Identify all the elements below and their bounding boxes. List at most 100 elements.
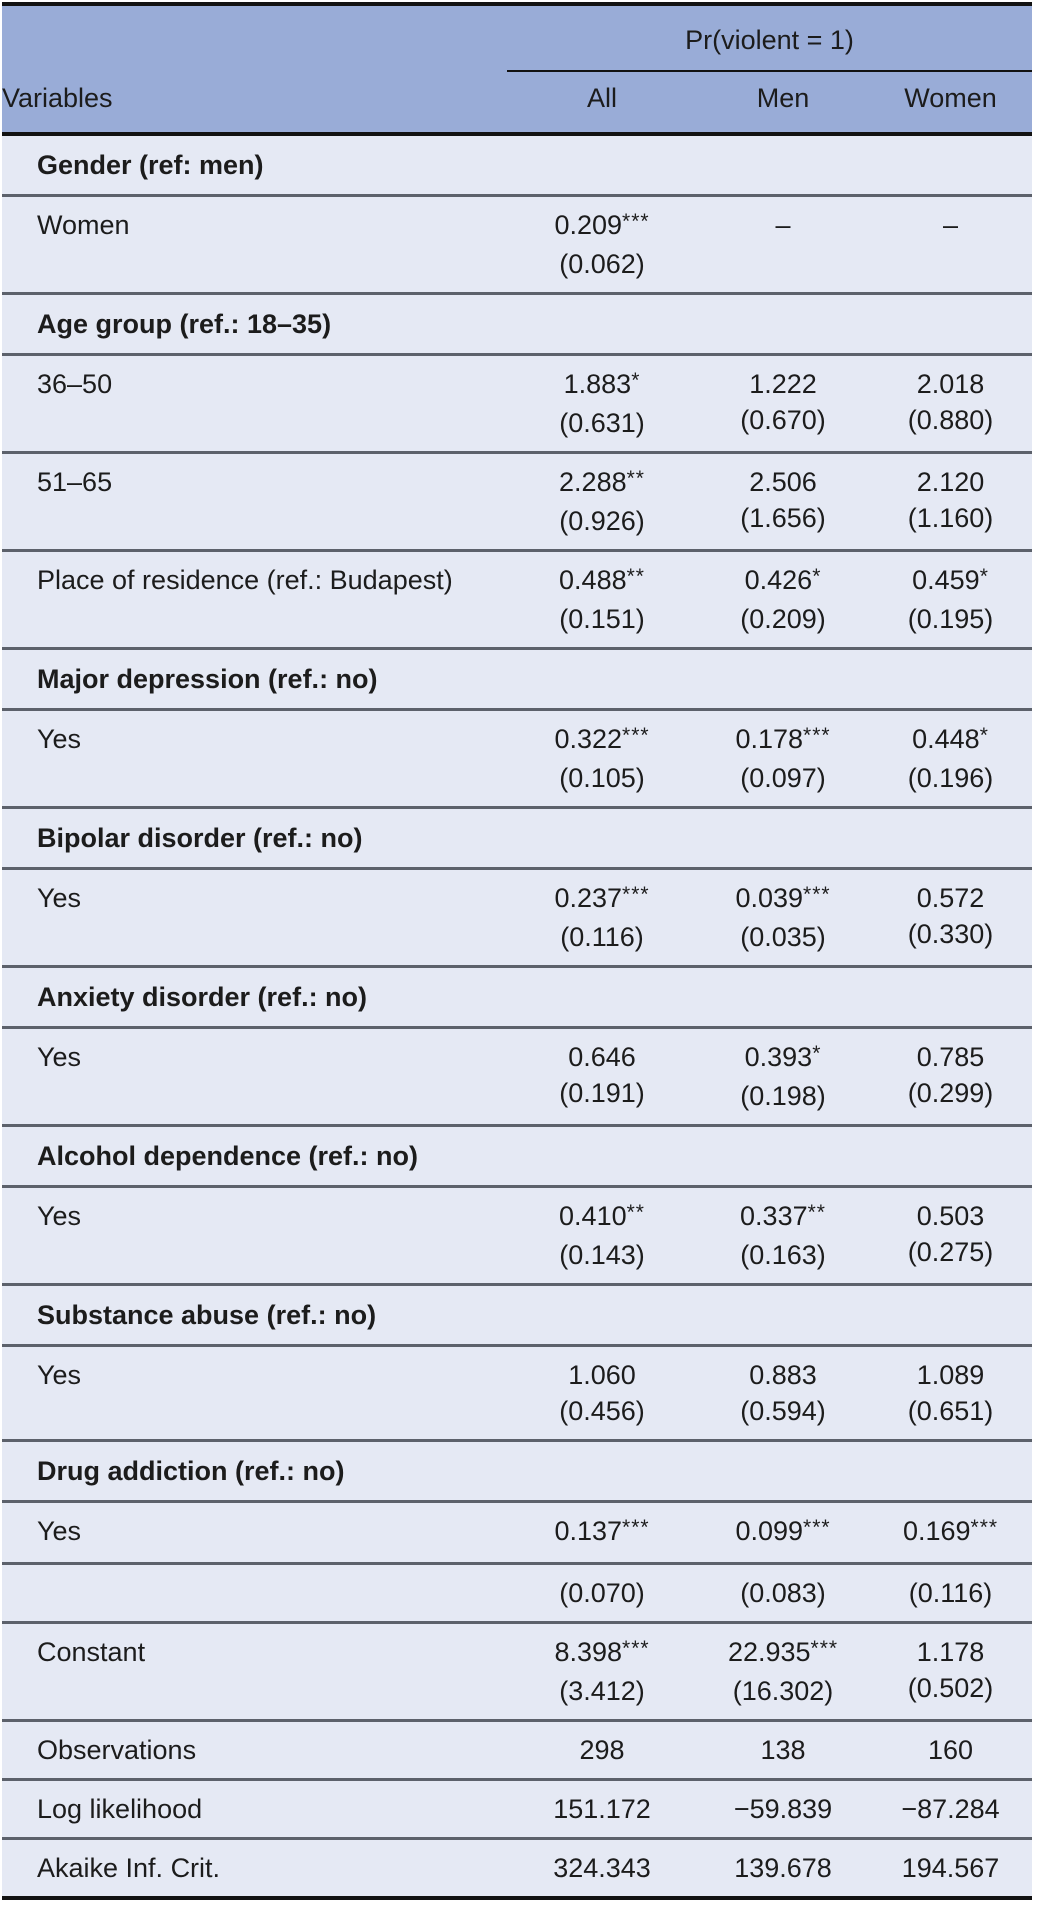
standard-error: (0.299): [907, 1078, 994, 1108]
estimate-value: 22.935***: [727, 1637, 839, 1667]
value-cell-men: 0.883 (0.594): [697, 1344, 869, 1441]
estimate-value: 1.089: [916, 1360, 985, 1390]
value-cell-all: 1.883* (0.631): [507, 353, 697, 453]
standard-error: (0.097): [740, 763, 826, 793]
variable-label: [2, 1562, 507, 1623]
value-cell-women: 0.169***: [869, 1500, 1033, 1564]
estimate-value: 0.137***: [554, 1516, 650, 1546]
estimate-value: 1.883*: [563, 369, 641, 399]
stat-row: Log likelihood 151.172 −59.839 −87.284: [2, 1778, 1033, 1839]
section-row: Major depression (ref.: no): [2, 647, 1033, 710]
significance-stars: **: [626, 467, 645, 490]
value-cell-men: –: [697, 194, 869, 294]
value-cell-women: –: [869, 194, 1033, 294]
standard-error: (1.160): [907, 503, 994, 533]
value-cell-all: 298: [507, 1719, 697, 1780]
section-row: Alcohol dependence (ref.: no): [2, 1124, 1033, 1187]
section-label: Age group (ref.: 18–35): [2, 292, 1033, 355]
data-row: Yes 1.060 (0.456) 0.883 (0.594) 1.089 (0.651): [2, 1344, 1033, 1441]
section-label: Major depression (ref.: no): [2, 647, 1033, 710]
data-row: Constant 8.398*** (3.412) 22.935*** (16.302)…: [2, 1621, 1033, 1721]
data-row: Yes 0.322*** (0.105) 0.178*** (0.097) 0.448* (…: [2, 708, 1033, 808]
standard-error: (0.631): [559, 408, 645, 438]
section-label: Anxiety disorder (ref.: no): [2, 965, 1033, 1028]
spanner-header: Pr(violent = 1): [507, 4, 1033, 72]
standard-error: (3.412): [559, 1676, 645, 1706]
significance-stars: **: [807, 1201, 826, 1224]
estimate-value: 0.503: [916, 1201, 985, 1231]
significance-stars: ***: [622, 724, 650, 747]
variable-label: Place of residence (ref.: Budapest): [2, 549, 507, 649]
column-header-women: Women: [869, 71, 1033, 136]
value-cell-men: 0.039*** (0.035): [697, 867, 869, 967]
value-cell-men: 2.506 (1.656): [697, 451, 869, 551]
estimate-value: 1.178: [916, 1637, 985, 1667]
value-cell-men: 0.099***: [697, 1500, 869, 1564]
value-cell-women: 1.178 (0.502): [869, 1621, 1033, 1721]
standard-error: (0.143): [559, 1240, 645, 1270]
significance-stars: *: [979, 565, 989, 588]
estimate-value: 2.018: [916, 369, 985, 399]
estimate-value: 1.222: [749, 369, 817, 399]
value-cell-men: 22.935*** (16.302): [697, 1621, 869, 1721]
value-cell-all: 0.488** (0.151): [507, 549, 697, 649]
section-row: Drug addiction (ref.: no): [2, 1439, 1033, 1502]
value-cell-women: 194.567: [869, 1837, 1033, 1898]
value-cell-men: 0.178*** (0.097): [697, 708, 869, 808]
standard-error: (0.651): [907, 1396, 994, 1426]
value-cell-men: 139.678: [697, 1837, 869, 1898]
estimate-value: (0.070): [559, 1578, 645, 1608]
standard-error: (0.330): [907, 919, 994, 949]
estimate-value: 0.178***: [735, 724, 831, 754]
column-header-all: All: [507, 71, 697, 136]
value-cell-men: 138: [697, 1719, 869, 1780]
value-cell-all: 0.137***: [507, 1500, 697, 1564]
section-row: Anxiety disorder (ref.: no): [2, 965, 1033, 1028]
standard-error: (0.275): [907, 1237, 994, 1267]
data-row: (0.070) (0.083) (0.116): [2, 1562, 1033, 1623]
estimate-value: 0.785: [916, 1042, 985, 1072]
estimate-value: 0.410**: [559, 1201, 645, 1231]
standard-error: (0.209): [740, 604, 826, 634]
data-row: 36–50 1.883* (0.631) 1.222 (0.670) 2.018 (0.88…: [2, 353, 1033, 453]
variable-label: Yes: [2, 1026, 507, 1126]
stat-row: Observations 298 138 160: [2, 1719, 1033, 1780]
spanner-row: Pr(violent = 1): [2, 4, 1033, 72]
column-header-men: Men: [697, 71, 869, 136]
variable-label: Yes: [2, 708, 507, 808]
variable-label: Constant: [2, 1621, 507, 1721]
section-label: Bipolar disorder (ref.: no): [2, 806, 1033, 869]
estimate-value: 0.237***: [554, 883, 650, 913]
significance-stars: ***: [810, 1637, 839, 1660]
estimate-value: 0.883: [749, 1360, 817, 1390]
estimate-value: 0.572: [916, 883, 985, 913]
significance-stars: ***: [803, 1516, 831, 1539]
section-label: Drug addiction (ref.: no): [2, 1439, 1033, 1502]
variable-label: Log likelihood: [2, 1778, 507, 1839]
column-header-row: Variables All Men Women: [2, 71, 1033, 136]
section-row: Substance abuse (ref.: no): [2, 1283, 1033, 1346]
estimate-value: 0.337**: [740, 1201, 826, 1231]
data-row: Women 0.209*** (0.062) – –: [2, 194, 1033, 294]
section-row: Age group (ref.: 18–35): [2, 292, 1033, 355]
value-cell-men: 0.393* (0.198): [697, 1026, 869, 1126]
table-body: Gender (ref: men) Women 0.209*** (0.062) – – A…: [2, 134, 1033, 1898]
variable-label: Akaike Inf. Crit.: [2, 1837, 507, 1898]
table-header: Pr(violent = 1) Variables All Men Women: [2, 4, 1033, 136]
estimate-value: 2.506: [749, 467, 817, 497]
variable-label: Yes: [2, 1500, 507, 1564]
significance-stars: ***: [622, 1516, 650, 1539]
estimate-value: 0.099***: [735, 1516, 831, 1546]
significance-stars: ***: [970, 1516, 999, 1539]
standard-error: (0.198): [740, 1081, 826, 1111]
standard-error: (0.196): [907, 763, 994, 793]
estimate-value: 0.209***: [554, 210, 650, 240]
value-cell-all: 151.172: [507, 1778, 697, 1839]
estimate-value: (0.083): [740, 1578, 826, 1608]
estimate-value: –: [943, 210, 959, 240]
value-cell-men: 0.337** (0.163): [697, 1185, 869, 1285]
significance-stars: *: [979, 724, 989, 747]
data-row: Place of residence (ref.: Budapest) 0.488…: [2, 549, 1033, 649]
variable-label: Yes: [2, 1344, 507, 1441]
standard-error: (0.594): [740, 1396, 826, 1426]
